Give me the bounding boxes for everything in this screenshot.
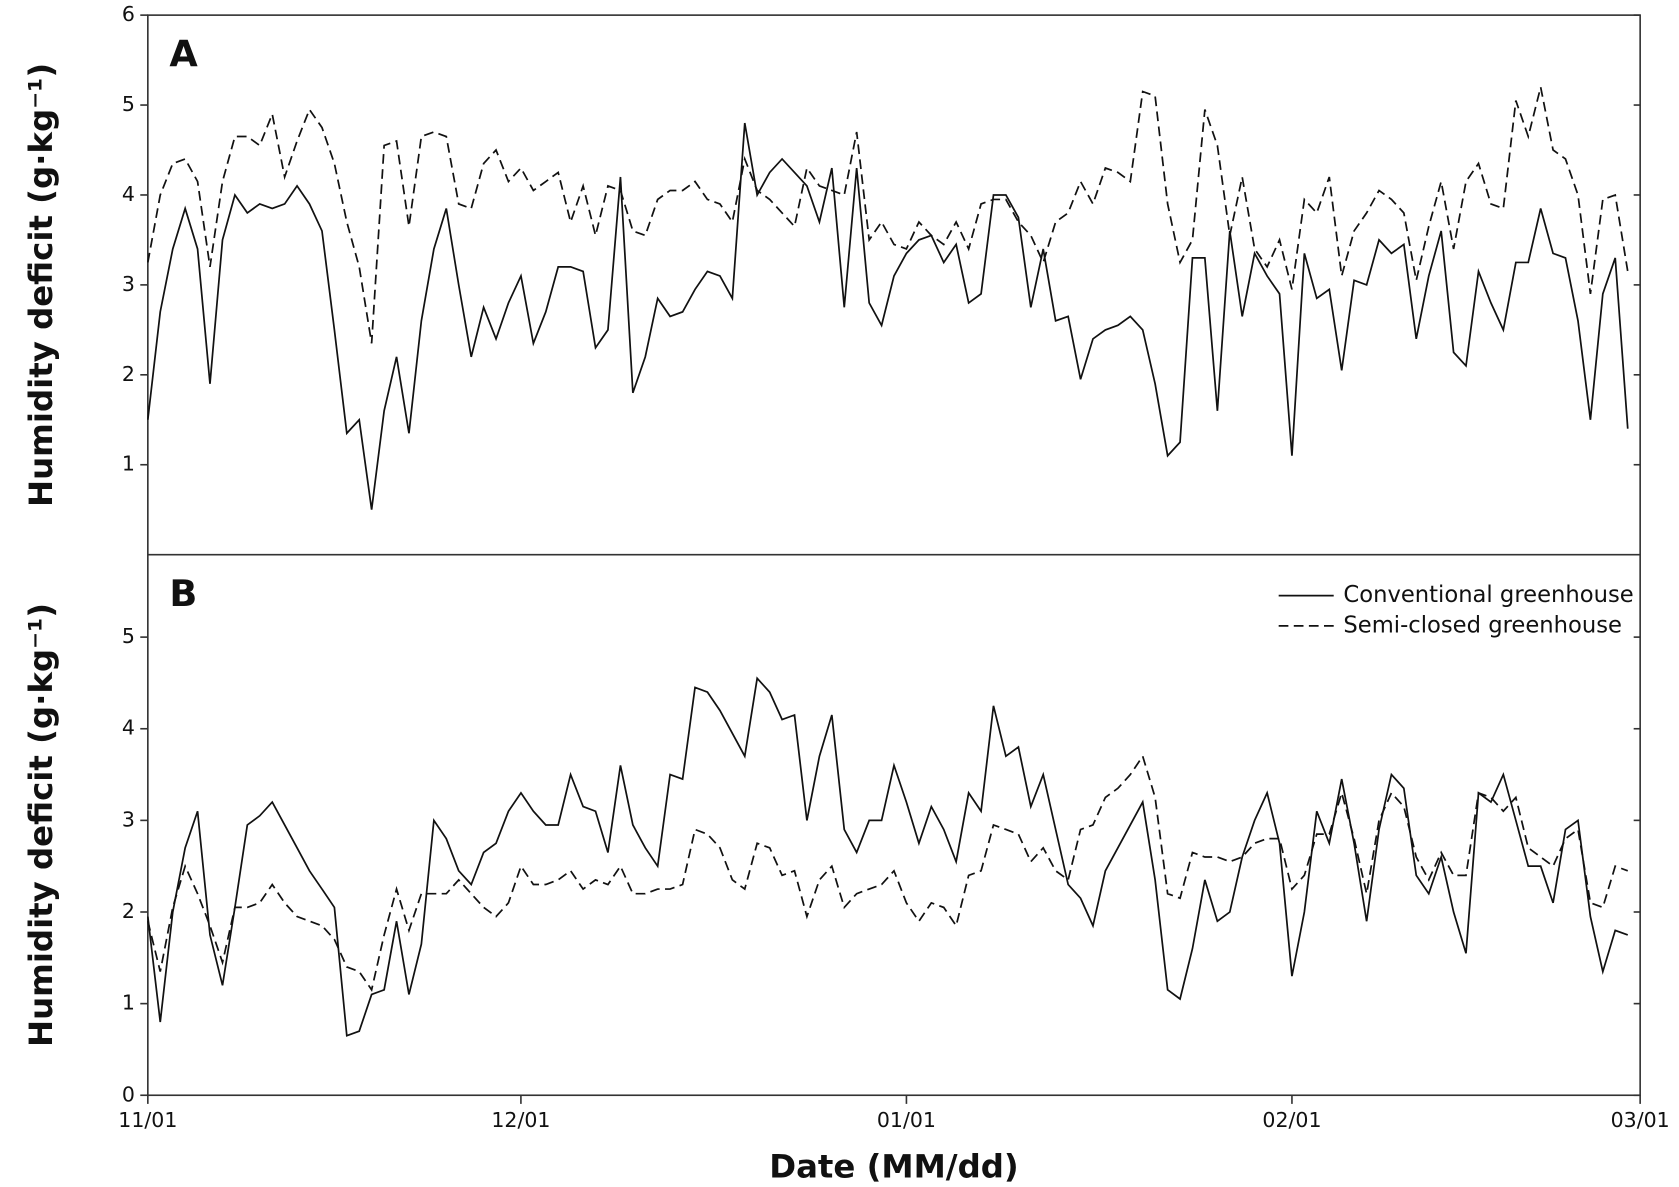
y-tick-label: 1 xyxy=(122,991,135,1015)
panel-label: B xyxy=(169,572,197,615)
y-tick-label: 3 xyxy=(122,807,135,831)
x-tick-label: 03/01 xyxy=(1611,1108,1670,1132)
y-tick-label: 0 xyxy=(122,1082,135,1106)
y-tick-label: 3 xyxy=(122,272,135,296)
y-axis-title: Humidity deficit (g·kg⁻¹) xyxy=(22,63,60,507)
y-tick-label: 6 xyxy=(122,2,135,26)
series-line xyxy=(146,754,1629,992)
x-tick-label: 11/01 xyxy=(118,1108,177,1132)
y-tick-label: 5 xyxy=(122,92,135,116)
legend-label: Conventional greenhouse xyxy=(1343,582,1633,608)
series-line xyxy=(146,122,1629,510)
series-line xyxy=(146,86,1629,344)
x-tick-label: 02/01 xyxy=(1262,1108,1321,1132)
y-axis-title: Humidity deficit (g·kg⁻¹) xyxy=(22,603,60,1047)
series-line xyxy=(146,676,1629,1037)
legend-label: Semi-closed greenhouse xyxy=(1343,612,1622,638)
panel-label: A xyxy=(169,33,198,76)
y-tick-label: 5 xyxy=(122,624,135,648)
y-tick-label: 4 xyxy=(122,716,135,740)
x-tick-label: 12/01 xyxy=(491,1108,550,1132)
x-axis-title: Date (MM/dd) xyxy=(769,1148,1019,1186)
y-tick-label: 2 xyxy=(122,899,135,923)
y-tick-label: 2 xyxy=(122,362,135,386)
y-tick-label: 4 xyxy=(122,182,135,206)
x-tick-label: 01/01 xyxy=(877,1108,936,1132)
y-tick-label: 1 xyxy=(122,452,135,476)
